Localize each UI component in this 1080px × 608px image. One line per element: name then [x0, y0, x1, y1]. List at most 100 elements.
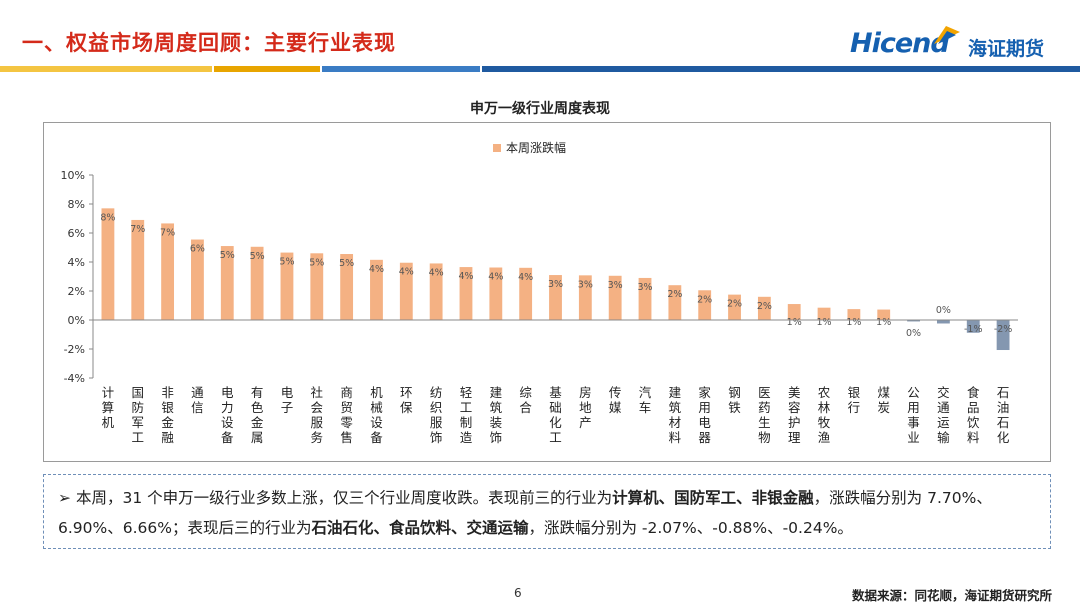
legend-swatch [493, 144, 501, 152]
bar-data-label: 5% [339, 258, 354, 269]
bar-data-label: 4% [369, 264, 384, 275]
bar-data-label: 1% [876, 317, 891, 328]
bar-data-label: 4% [458, 271, 473, 282]
bar-data-label: 3% [608, 280, 623, 291]
category-label: 农林牧渔 [818, 385, 831, 445]
category-label: 建筑材料 [669, 385, 682, 445]
category-label: 基础化工 [549, 385, 562, 445]
category-label: 非银金融 [161, 385, 174, 445]
bar-data-label: 5% [250, 251, 265, 262]
y-tick-label: 8% [68, 198, 85, 211]
bar-data-label: 1% [817, 317, 832, 328]
company-logo: Hicend 海证期货 [850, 24, 1065, 64]
category-label: 环保 [400, 385, 413, 415]
summary-text-2: ，涨跌幅分别为 7.70%、6.90%、6.66%；表现后三的行业为 [58, 489, 992, 537]
summary-bottom3: 石油石化、食品饮料、交通运输 [311, 519, 529, 537]
bar [459, 267, 473, 320]
bar [161, 223, 175, 320]
bar-data-label: 2% [667, 289, 682, 300]
bar-data-label: 4% [488, 272, 503, 283]
category-label: 汽车 [639, 385, 652, 415]
bar-data-label: 1% [787, 317, 802, 328]
bar-data-label: 4% [429, 267, 444, 278]
category-label: 综合 [519, 385, 532, 415]
category-label: 电力设备 [221, 385, 234, 445]
category-label: 食品饮料 [967, 385, 980, 445]
bar-data-label: 2% [757, 301, 772, 312]
bar [340, 254, 354, 320]
category-label: 家用电器 [698, 385, 711, 445]
chart-frame [43, 122, 1051, 462]
logo-swoosh-icon [934, 26, 960, 44]
header-stripe-4 [482, 66, 1080, 72]
bar [280, 252, 294, 320]
y-tick-label: -2% [64, 343, 85, 356]
bar [907, 320, 920, 322]
category-label: 公用事业 [907, 385, 920, 445]
bar [608, 275, 622, 320]
legend-label: 本周涨跌幅 [506, 140, 566, 155]
bar [698, 290, 712, 320]
bar-data-label: 5% [279, 257, 294, 268]
category-label: 有色金属 [251, 385, 264, 445]
bar-data-label: 5% [309, 257, 324, 268]
bar-data-label: 3% [637, 282, 652, 293]
bar [757, 296, 771, 320]
bar-data-label: 2% [697, 294, 712, 305]
bar-data-label: 7% [130, 224, 145, 235]
slide-title: 一、权益市场周度回顾：主要行业表现 [22, 31, 396, 55]
bar [847, 309, 861, 320]
bar [101, 208, 115, 320]
y-tick-label: 6% [68, 227, 85, 240]
bar [817, 307, 831, 320]
bar [399, 262, 413, 320]
chart-title: 申万一级行业周度表现 [470, 101, 610, 117]
bar [489, 267, 503, 320]
category-label: 煤炭 [877, 385, 890, 415]
bar [429, 263, 443, 320]
category-label: 房地产 [579, 385, 592, 430]
y-tick-label: 4% [68, 256, 85, 269]
category-label: 传媒 [609, 385, 622, 415]
bar [877, 309, 891, 320]
bar-data-label: 0% [936, 305, 951, 316]
header-stripe-1 [0, 66, 212, 72]
bar [787, 304, 801, 320]
bullet-arrow-icon: ➢ [58, 489, 71, 507]
summary-top3: 计算机、国防军工、非银金融 [612, 489, 814, 507]
y-tick-label: 0% [68, 314, 85, 327]
bar-data-label: 6% [190, 244, 205, 255]
summary-text-1: 本周，31 个申万一级行业多数上涨，仅三个行业周度收跌。表现前三的行业为 [76, 489, 613, 507]
bar [668, 285, 682, 320]
category-label: 电子 [281, 385, 294, 415]
bar [519, 267, 533, 320]
bar-data-label: 4% [518, 272, 533, 283]
bar-data-label: 8% [100, 212, 115, 223]
bar [131, 219, 145, 320]
bar [549, 275, 562, 320]
category-label: 交通运输 [937, 385, 950, 445]
bar-data-label: 3% [578, 279, 593, 290]
bar [250, 246, 264, 320]
category-label: 钢铁 [728, 385, 741, 415]
logo-latin-text: Hicend [850, 28, 950, 59]
page-number: 6 [514, 586, 522, 600]
category-label: 商贸零售 [340, 385, 353, 445]
bar [310, 253, 324, 320]
category-label: 轻工制造 [460, 385, 473, 445]
category-label: 通信 [191, 385, 204, 415]
bar [370, 259, 383, 320]
summary-text-3: ，涨跌幅分别为 -2.07%、-0.88%、-0.24%。 [528, 519, 853, 537]
bar-data-label: -2% [994, 324, 1013, 335]
summary-box: ➢ 本周，31 个申万一级行业多数上涨，仅三个行业周度收跌。表现前三的行业为计算机… [43, 474, 1051, 549]
logo-chinese-text: 海证期货 [968, 38, 1045, 60]
bar-data-label: 4% [399, 267, 414, 278]
bar-chart: 10% 8% 6% 4% 2% 0% -2% -4% 8% 计算机 7% 国防军工 7% 非银金融 6% 通信… [61, 140, 1018, 445]
bar [638, 277, 652, 320]
y-tick-label: -4% [64, 372, 85, 385]
bar [220, 246, 234, 320]
y-tick-label: 10% [61, 169, 85, 182]
category-label: 社会服务 [311, 385, 324, 445]
y-tick-label: 2% [68, 285, 85, 298]
bar [936, 320, 950, 324]
